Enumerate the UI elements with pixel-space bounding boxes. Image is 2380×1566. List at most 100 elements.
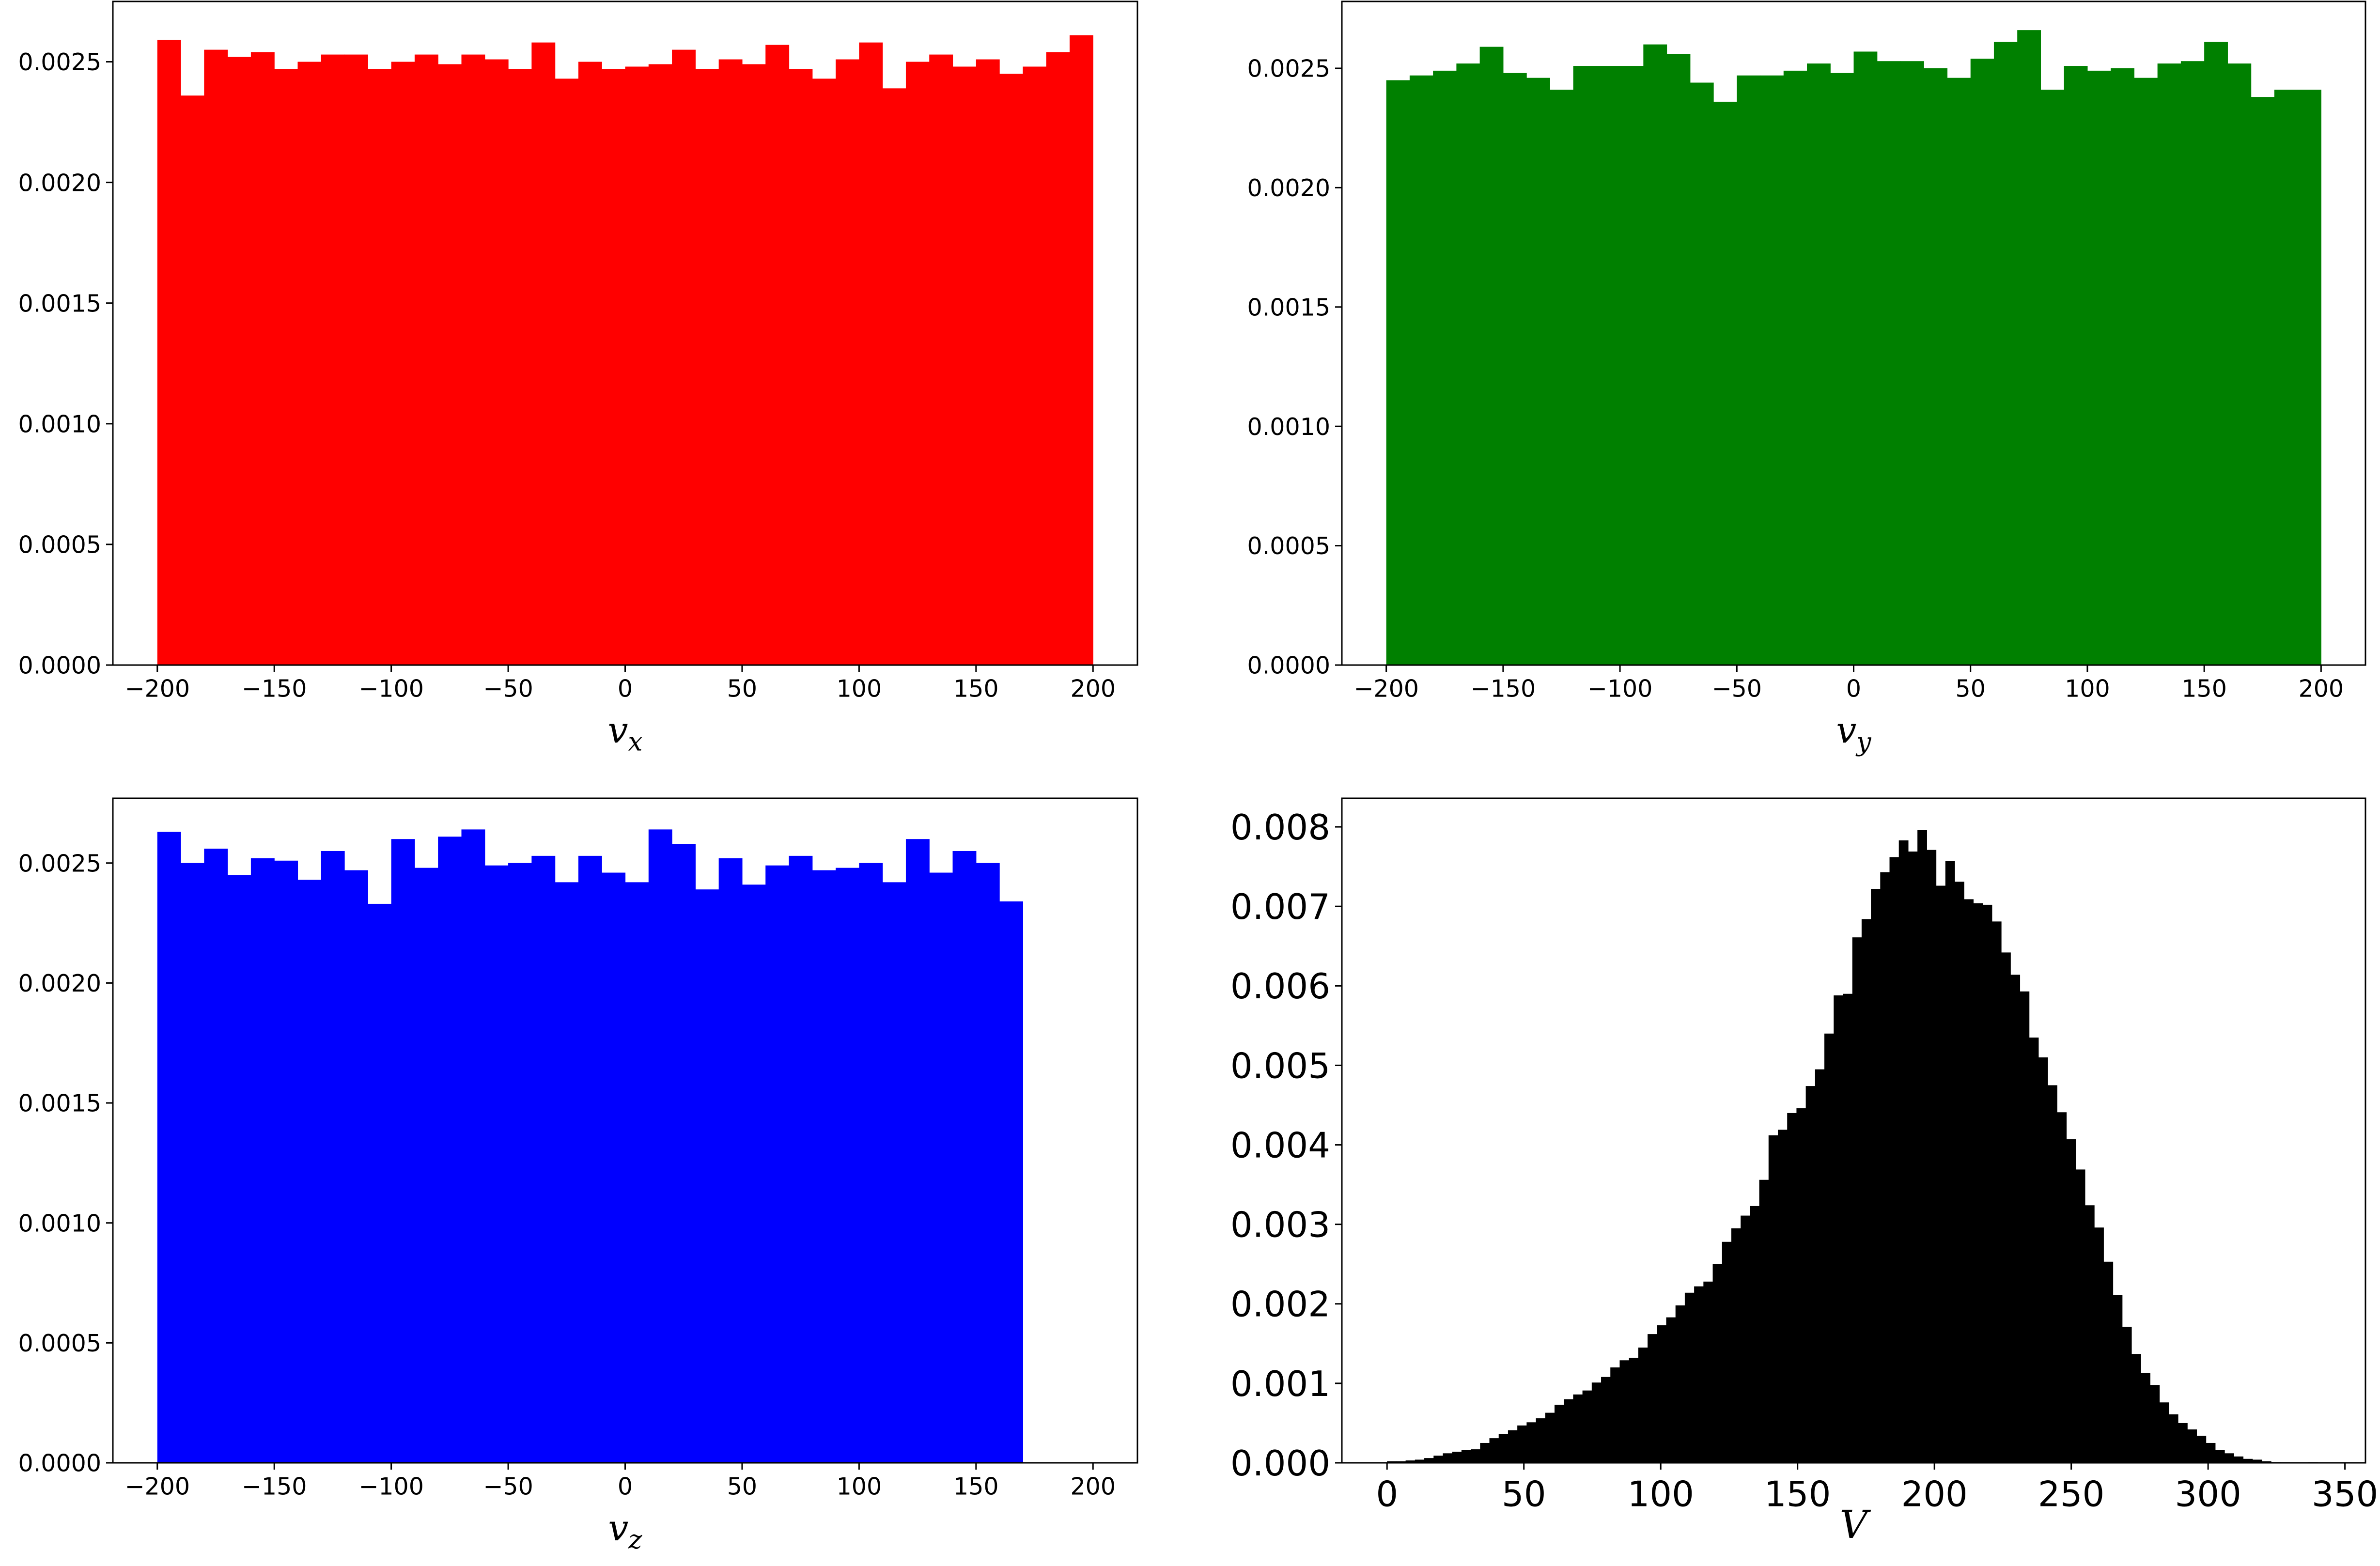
histogram-bar <box>484 59 509 665</box>
histogram-bar <box>882 88 906 666</box>
x-tick-label: 50 <box>1956 675 1986 702</box>
histogram-bar <box>2196 1436 2207 1463</box>
histogram-bar <box>321 54 345 666</box>
histogram-bar <box>344 870 368 1463</box>
histogram-bar <box>718 858 743 1463</box>
histogram-bar <box>438 837 462 1463</box>
histogram-bar <box>2150 1385 2160 1463</box>
x-tick-label: 0 <box>618 675 633 702</box>
histogram-bar <box>1666 1317 1676 1463</box>
histogram-bar <box>1964 899 1974 1463</box>
histogram-bar <box>1712 1264 1723 1463</box>
histogram-bar <box>1880 872 1890 1463</box>
histogram-bar <box>1610 1367 1620 1463</box>
x-tick-label: 150 <box>953 675 999 702</box>
histogram-bar <box>2227 63 2252 665</box>
x-tick-label: −50 <box>483 675 533 702</box>
histogram-bar <box>976 863 1000 1463</box>
y-tick-label: 0.008 <box>1230 807 1330 848</box>
y-tick-label: 0.0005 <box>18 1330 101 1357</box>
histogram-bar <box>227 875 251 1463</box>
histogram-bar <box>1648 1334 1657 1463</box>
y-tick-label: 0.0005 <box>1247 532 1330 560</box>
histogram-bar <box>1471 1449 1480 1463</box>
histogram-bar <box>1023 66 1047 665</box>
y-tick-label: 0.0000 <box>18 1450 101 1477</box>
histogram-bar <box>1759 1179 1769 1463</box>
x-tick-label: −100 <box>1587 675 1653 702</box>
histogram-bar <box>1927 850 1937 1463</box>
x-tick-label: −150 <box>242 675 307 702</box>
histogram-bar <box>1046 52 1070 666</box>
histogram-bar <box>2087 70 2111 665</box>
histogram-bar <box>484 865 509 1463</box>
histogram-bar <box>2038 1057 2048 1463</box>
histogram-bar <box>391 839 415 1463</box>
x-axis-label-subscript: z <box>628 1524 642 1554</box>
histogram-bar <box>1973 903 1983 1463</box>
histogram-bar <box>1489 1438 1499 1463</box>
histogram-bar <box>1908 851 1918 1463</box>
histogram-bar <box>602 872 626 1463</box>
histogram-bar <box>508 863 532 1463</box>
histogram-bar <box>368 903 392 1463</box>
histogram-bar <box>1898 840 1909 1463</box>
x-axis-label: V <box>1840 1502 1871 1547</box>
histogram-bar <box>297 62 322 665</box>
y-tick-label: 0.0015 <box>18 1090 101 1117</box>
bars-V <box>1387 830 2318 1463</box>
histogram-bar <box>1452 1452 1462 1463</box>
x-tick-label: 300 <box>2175 1474 2241 1515</box>
histogram-bar <box>274 69 298 666</box>
histogram-bar <box>461 829 485 1463</box>
histogram-bar <box>905 62 930 665</box>
subplot-V: 0 50 100 150 200 250 300 350 0.000 0.001 0.002 0.00… <box>1230 797 2378 1547</box>
y-tick-label: 0.0010 <box>18 410 101 438</box>
histogram-bar <box>1564 1399 1573 1463</box>
histogram-bar <box>1861 919 1871 1463</box>
histogram-bar <box>1936 885 1946 1463</box>
histogram-bar <box>905 839 930 1463</box>
histogram-bar <box>2159 1402 2169 1463</box>
y-tick-label: 0.006 <box>1230 966 1330 1007</box>
histogram-bar <box>765 865 790 1463</box>
histogram-bar <box>1638 1348 1648 1463</box>
bars-vx <box>157 35 1093 666</box>
histogram-bar <box>1889 857 1899 1463</box>
histogram-bar <box>1924 68 1948 666</box>
histogram-bar <box>718 59 743 665</box>
histogram-bar <box>1703 1281 1713 1463</box>
histogram-bar <box>2261 1461 2271 1463</box>
histogram-bar <box>250 858 275 1463</box>
histogram-bar <box>1834 995 1844 1463</box>
histogram-bar <box>1783 70 1807 665</box>
y-tick-label: 0.005 <box>1230 1045 1330 1086</box>
histogram-bar <box>414 868 438 1463</box>
histogram-bar <box>1796 1108 1806 1463</box>
histogram-bar <box>438 64 462 665</box>
y-tick-label: 0.0020 <box>18 970 101 997</box>
histogram-bar <box>882 882 906 1463</box>
histogram-bar <box>1945 861 1955 1463</box>
x-tick-label: 150 <box>2181 675 2227 702</box>
histogram-bar <box>1591 1382 1602 1463</box>
histogram-bar <box>2111 68 2134 666</box>
y-tick-label: 0.002 <box>1230 1284 1330 1325</box>
x-tick-label: 200 <box>1070 675 1116 702</box>
histogram-bar <box>672 49 696 665</box>
y-tick-label: 0.004 <box>1230 1125 1330 1165</box>
histogram-bar <box>578 62 602 665</box>
axes-frame <box>1341 797 2366 1464</box>
x-tick-label: 100 <box>837 675 882 702</box>
y-tick-label: 0.007 <box>1230 886 1330 927</box>
histogram-bar <box>2113 1295 2123 1463</box>
histogram-bar <box>929 872 953 1463</box>
histogram-bar <box>414 54 438 666</box>
histogram-bar <box>1405 1460 1416 1463</box>
histogram-bar <box>2168 1414 2178 1463</box>
histogram-bar <box>1900 61 1924 666</box>
bars-vz <box>157 829 1023 1463</box>
histogram-bar <box>2084 1205 2095 1463</box>
histogram-bar <box>181 863 204 1463</box>
histogram-bar <box>2234 1456 2244 1463</box>
